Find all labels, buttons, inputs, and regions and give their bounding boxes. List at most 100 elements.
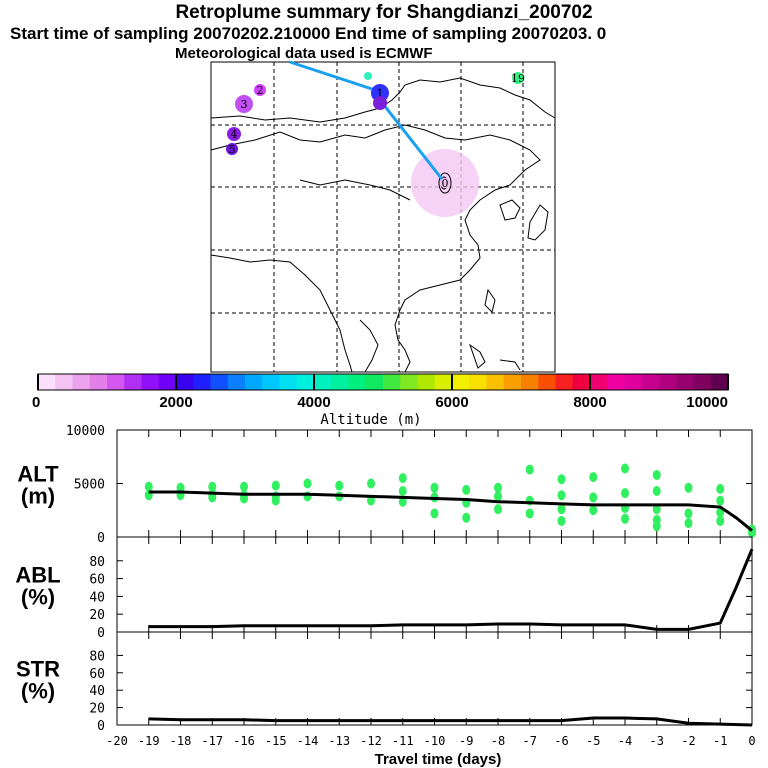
scatter-point <box>716 495 725 506</box>
map-point-1: 1 <box>371 84 389 102</box>
panel-frame <box>116 536 753 633</box>
map-point-label: 1 <box>377 87 384 100</box>
map-point-extra <box>373 96 387 110</box>
colorbar-tick-label: 0 <box>32 394 40 411</box>
scatter-point <box>430 508 439 519</box>
map-point-marker <box>235 95 253 113</box>
colorbar-segment <box>503 374 522 390</box>
scatter-point <box>621 513 629 524</box>
scatter-point <box>398 485 407 496</box>
map-point-marker <box>226 143 238 155</box>
colorbar-segment <box>641 374 660 390</box>
y-tick-label: 80 <box>89 649 105 664</box>
x-tick-label: -6 <box>554 734 568 748</box>
colorbar-segment <box>659 374 677 390</box>
x-tick-label: -19 <box>138 734 160 748</box>
scatter-point <box>208 492 217 503</box>
scatter-point <box>398 496 407 507</box>
y-tick-label: 0 <box>97 626 105 641</box>
scatter-point <box>462 484 471 495</box>
colorbar-segment <box>124 374 142 390</box>
colorbar-segment <box>210 374 229 390</box>
scatter-point <box>652 485 661 496</box>
map-frame <box>210 61 556 373</box>
scatter-point <box>240 481 248 492</box>
scatter-point <box>557 504 566 515</box>
x-tick-label: -9 <box>459 734 473 748</box>
series-line-abl <box>148 548 754 631</box>
scatter-point <box>367 495 375 506</box>
colorbar-segment <box>590 374 608 390</box>
colorbar-segment <box>469 374 487 390</box>
scatter-point <box>208 481 217 492</box>
y-tick-label: 0 <box>97 719 105 734</box>
map-point-5: 5 <box>226 143 238 156</box>
colorbar-segment <box>89 374 108 390</box>
colorbar-segment <box>141 374 160 390</box>
y-tick-label: 0 <box>97 531 105 546</box>
scatter-point <box>589 492 598 503</box>
scatter-point <box>557 474 566 485</box>
scatter-point <box>652 521 661 532</box>
colorbar-segment <box>296 374 315 390</box>
colorbar-tick-label: 2000 <box>159 394 192 411</box>
colorbar-segment <box>314 374 332 390</box>
y-tick-label: 20 <box>89 608 105 623</box>
x-tick-label: -16 <box>233 734 255 748</box>
scatter-point <box>557 515 566 526</box>
x-tick-label: -7 <box>523 734 537 748</box>
scatter-point <box>716 515 725 526</box>
map-grid <box>211 62 555 372</box>
x-tick-label: -4 <box>618 734 632 748</box>
chart-title: Retroplume summary for Shangdianzi_20070… <box>175 2 593 23</box>
map-point-label: 0 <box>442 177 449 190</box>
colorbar-segment <box>279 374 298 390</box>
map-point-label: 19 <box>511 72 525 85</box>
scatter-point <box>652 504 661 515</box>
scatter-point <box>589 472 598 483</box>
scatter-point <box>525 464 534 475</box>
y-tick-label: 5000 <box>74 478 105 493</box>
altitude-colorbar: 0 2000 4000 6000 8000 10000 <box>32 373 729 411</box>
time-series-panels: 0500010000ALT(m)020406080ABL(%)020406080… <box>15 424 756 748</box>
scatter-point <box>367 478 375 489</box>
panel-ylabel: ABL <box>15 563 60 588</box>
x-tick-label: -14 <box>297 734 319 748</box>
scatter-point <box>684 518 693 529</box>
x-tick-label: -5 <box>586 734 600 748</box>
scatter-point <box>525 508 534 519</box>
x-tick-label: -11 <box>392 734 414 748</box>
x-tick-label: -10 <box>424 734 446 748</box>
colorbar-segment <box>383 374 401 390</box>
colorbar-segment <box>676 374 694 390</box>
scatter-point <box>462 512 471 523</box>
scatter-point <box>684 482 693 493</box>
map-point-extra <box>364 72 372 80</box>
map-point-marker <box>227 127 241 141</box>
colorbar-segment <box>176 374 194 390</box>
panel-ylabel: (%) <box>21 679 55 704</box>
y-tick-label: 40 <box>89 590 105 605</box>
x-tick-label: -12 <box>360 734 382 748</box>
map-point-label: 5 <box>229 143 236 156</box>
source-contour <box>438 172 452 194</box>
scatter-point <box>144 481 153 492</box>
colorbar-segment <box>417 374 436 390</box>
colorbar-segment <box>72 374 91 390</box>
panel-ylabel: (%) <box>21 585 55 610</box>
panel-abl: 0 20 40 60 80 ABL(%) <box>15 536 754 641</box>
colorbar-segment <box>555 374 574 390</box>
sampling-info: Start time of sampling 20070202.210000 E… <box>10 24 607 43</box>
map-point-label: 3 <box>241 98 248 111</box>
colorbar-segment <box>365 374 384 390</box>
map-point-2: 2 <box>254 84 266 97</box>
colorbar-segment <box>693 374 712 390</box>
map-point-marker <box>254 84 266 96</box>
scatter-point <box>716 483 725 494</box>
colorbar-segment <box>400 374 418 390</box>
map-point-0: 0 <box>440 177 450 190</box>
map-point-19: 19 <box>511 72 525 85</box>
x-tick-label: -15 <box>265 734 287 748</box>
